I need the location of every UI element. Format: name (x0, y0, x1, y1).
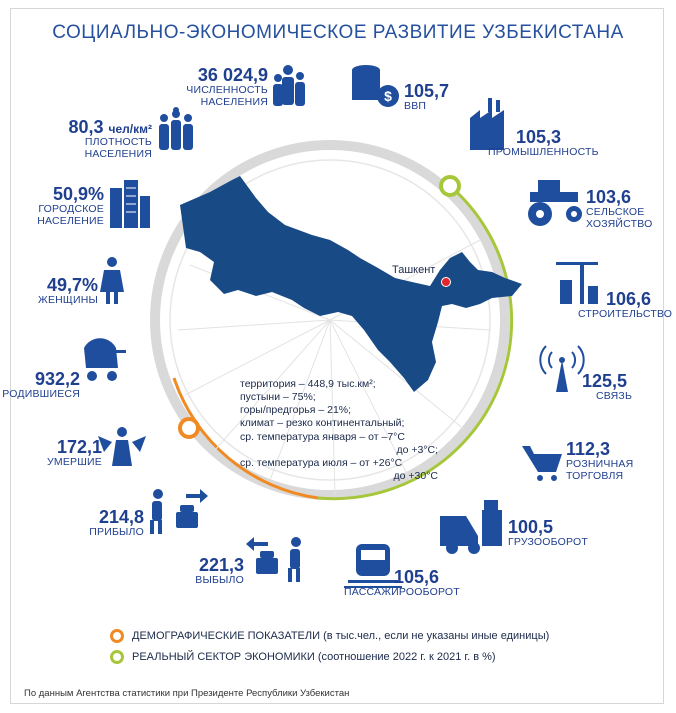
legend-economic-dot (110, 650, 124, 664)
antenna-waves (539, 345, 585, 375)
uzbekistan-map (180, 176, 522, 392)
births-label: 932,2 РОДИВШИЕСЯ (2, 370, 80, 401)
crane-icon (556, 262, 598, 304)
births-caption: РОДИВШИЕСЯ (2, 388, 80, 400)
departures-label: 221,3 ВЫБЫЛО (195, 556, 244, 587)
demographic-arc (172, 377, 319, 500)
retail-label: 112,3 РОЗНИЧНАЯ ТОРГОВЛЯ (566, 440, 638, 482)
women-value: 49,7% (46, 275, 98, 295)
construction-value: 106,6 (606, 289, 652, 309)
women-label: 49,7% ЖЕНЩИНЫ (38, 276, 98, 307)
factory-icon (470, 98, 504, 150)
urban-caption: ГОРОДСКОЕ НАСЕЛЕНИЕ (37, 203, 104, 227)
info-line: до +3°С; (396, 443, 438, 456)
population-label: 36 024,9 ЧИСЛЕННОСТЬ НАСЕЛЕНИЯ (178, 66, 268, 108)
antenna-icon (556, 357, 568, 392)
passenger-label: 105,6 ПАССАЖИРООБОРОТ (344, 568, 460, 599)
stroller-icon (84, 338, 126, 381)
frame (10, 8, 664, 704)
women-caption: ЖЕНЩИНЫ (38, 294, 98, 306)
agriculture-label: 103,6 СЕЛЬСКОЕ ХОЗЯЙСТВО (586, 188, 656, 230)
density-caption: ПЛОТНОСТЬ НАСЕЛЕНИЯ (84, 136, 152, 160)
economic-arc (317, 184, 514, 501)
capital-marker (441, 277, 451, 287)
deaths-caption: УМЕРШИЕ (47, 456, 102, 468)
freight-caption: ГРУЗООБОРОТ (508, 536, 588, 548)
gdp-caption: ВВП (404, 100, 427, 112)
gdp-label: 105,7 ВВП (404, 82, 449, 113)
gdp-icon (352, 65, 399, 107)
industry-label: 105,3 ПРОМЫШЛЕННОСТЬ (488, 128, 599, 159)
retail-value: 112,3 (566, 439, 611, 459)
woman-icon (100, 257, 124, 304)
cart-icon (522, 446, 562, 481)
population-caption: ЧИСЛЕННОСТЬ НАСЕЛЕНИЯ (186, 84, 268, 108)
deaths-label: 172,1 УМЕРШИЕ (47, 438, 102, 469)
info-line: ср. температура января – от –7°С (240, 430, 405, 443)
deaths-value: 172,1 (56, 437, 102, 457)
arrivals-value: 214,8 (98, 507, 144, 527)
retail-caption: РОЗНИЧНАЯ ТОРГОВЛЯ (566, 458, 634, 482)
info-line: климат – резко континентальный; (240, 417, 405, 430)
legend-demographic: ДЕМОГРАФИЧЕСКИЕ ПОКАЗАТЕЛИ (в тыс.чел., … (110, 629, 549, 643)
industry-caption: ПРОМЫШЛЕННОСТЬ (488, 146, 599, 158)
info-line: территория – 448,9 тыс.км²; (240, 378, 376, 390)
agriculture-value: 103,6 (586, 187, 632, 207)
departures-value: 221,3 (198, 555, 244, 575)
density-value: 80,3 (68, 117, 104, 137)
communication-label: 125,5 СВЯЗЬ (582, 372, 632, 403)
urban-label: 50,9% ГОРОДСКОЕ НАСЕЛЕНИЕ (24, 185, 104, 227)
info-line: пустыни – 75%; (240, 391, 316, 404)
legend-economic-text: РЕАЛЬНЫЙ СЕКТОР ЭКОНОМИКИ (соотношение 2… (132, 651, 496, 663)
agriculture-caption: СЕЛЬСКОЕ ХОЗЯЙСТВО (586, 206, 653, 230)
births-value: 932,2 (34, 369, 80, 389)
population-icon (273, 65, 305, 106)
freight-label: 100,5 ГРУЗООБОРОТ (508, 518, 588, 549)
radial-lines (177, 239, 491, 496)
arrival-icon (150, 489, 208, 534)
arrivals-caption: ПРИБЫЛО (89, 526, 144, 538)
geography-info: территория – 448,9 тыс.км²; пустыни – 75… (240, 378, 450, 483)
density-label: 80,3 чел/км² ПЛОТНОСТЬ НАСЕЛЕНИЯ (68, 118, 152, 160)
inner-ring (169, 159, 491, 481)
info-line: ср. температура июля – от +26°С (240, 456, 403, 469)
gdp-value: 105,7 (404, 81, 450, 101)
density-unit: чел/км² (108, 122, 152, 136)
truck-icon (440, 500, 502, 554)
communication-value: 125,5 (582, 371, 628, 391)
info-line: горы/предгорья – 21%; (240, 404, 352, 417)
tractor-icon (528, 180, 582, 226)
angel-icon (98, 427, 146, 466)
info-line: до +30°С (393, 469, 438, 482)
density-icon (159, 107, 193, 150)
demographic-marker (178, 417, 200, 439)
arrivals-label: 214,8 ПРИБЫЛО (89, 508, 144, 539)
communication-caption: СВЯЗЬ (596, 390, 633, 402)
city-windows (126, 187, 136, 213)
industry-value: 105,3 (516, 127, 562, 147)
legend-demographic-text: ДЕМОГРАФИЧЕСКИЕ ПОКАЗАТЕЛИ (в тыс.чел., … (132, 630, 550, 642)
population-value: 36 024,9 (197, 65, 268, 85)
departures-caption: ВЫБЫЛО (195, 574, 244, 586)
legend-economic: РЕАЛЬНЫЙ СЕКТОР ЭКОНОМИКИ (соотношение 2… (110, 650, 496, 664)
passenger-value: 105,6 (394, 567, 440, 587)
outer-ring (150, 140, 510, 500)
svg-text:$: $ (384, 88, 392, 104)
freight-value: 100,5 (508, 517, 554, 537)
legend-demographic-dot (110, 629, 124, 643)
departure-icon (246, 537, 301, 582)
page-title: СОЦИАЛЬНО-ЭКОНОМИЧЕСКОЕ РАЗВИТИЕ УЗБЕКИС… (52, 22, 624, 43)
source-note: По данным Агентства статистики при Прези… (24, 688, 350, 699)
construction-caption: СТРОИТЕЛЬСТВО (578, 308, 673, 320)
passenger-caption: ПАССАЖИРООБОРОТ (344, 586, 460, 598)
urban-value: 50,9% (52, 184, 104, 204)
economic-marker (439, 175, 461, 197)
construction-label: 106,6 СТРОИТЕЛЬСТВО (578, 290, 672, 321)
capital-label: Ташкент (392, 264, 436, 276)
